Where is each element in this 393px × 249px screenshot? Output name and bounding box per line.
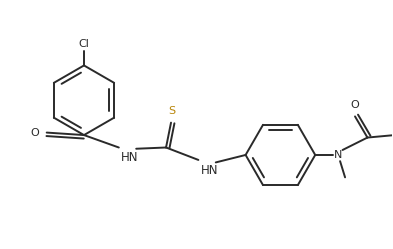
Text: S: S: [169, 106, 176, 117]
Text: O: O: [351, 100, 359, 110]
Text: HN: HN: [121, 151, 139, 164]
Text: HN: HN: [201, 164, 219, 177]
Text: Cl: Cl: [79, 39, 90, 49]
Text: N: N: [333, 150, 342, 160]
Text: O: O: [31, 127, 39, 138]
